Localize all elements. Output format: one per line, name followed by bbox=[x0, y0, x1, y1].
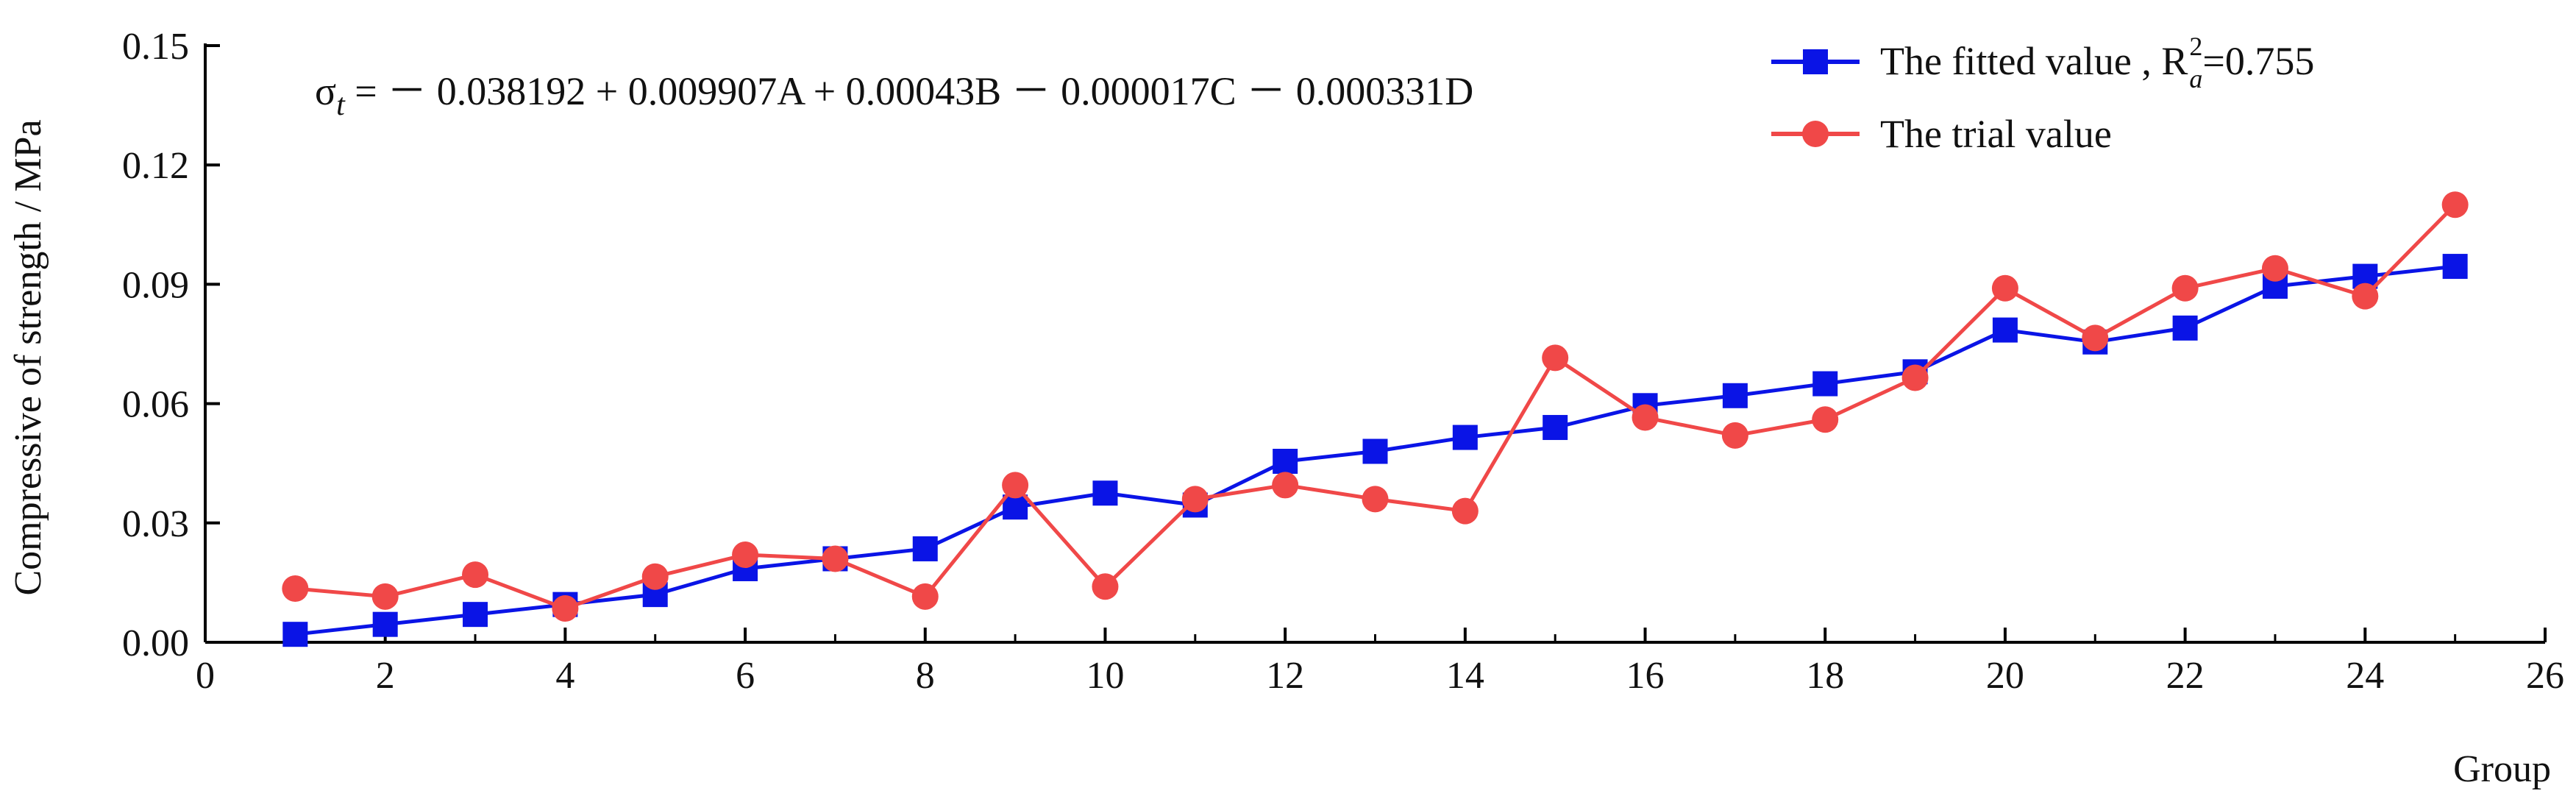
data-point bbox=[463, 602, 488, 628]
data-point bbox=[822, 545, 849, 572]
data-point bbox=[1181, 486, 1209, 513]
x-tick-label: 0 bbox=[196, 655, 215, 697]
data-point bbox=[282, 622, 308, 647]
data-point bbox=[1092, 480, 1118, 506]
series-trial bbox=[282, 191, 2469, 622]
legend: The fitted value , R2 a=0.755 The trial v… bbox=[1771, 32, 2314, 156]
data-point bbox=[2352, 283, 2379, 310]
legend-marker-trial bbox=[1802, 121, 1829, 147]
x-tick-label: 12 bbox=[1266, 655, 1304, 697]
legend-r2-base: R bbox=[2161, 39, 2188, 83]
data-point bbox=[1362, 486, 1389, 513]
data-point bbox=[1722, 383, 1748, 408]
data-point bbox=[1721, 422, 1748, 449]
legend-label-fitted-name: The fitted value , bbox=[1880, 39, 2152, 83]
data-point bbox=[1632, 404, 1659, 431]
legend-item-trial: The trial value bbox=[1771, 112, 2112, 156]
x-tick-label: 10 bbox=[1086, 655, 1124, 697]
y-axis-label: Compressive of strength / MPa bbox=[7, 119, 49, 595]
data-point bbox=[1452, 425, 1478, 450]
data-point bbox=[2171, 274, 2199, 302]
legend-r2-sub: a bbox=[2189, 64, 2202, 93]
x-tick-label: 18 bbox=[1806, 655, 1844, 697]
data-point bbox=[2082, 324, 2109, 352]
data-point bbox=[2172, 315, 2198, 341]
legend-item-fitted: The fitted value , R2 a=0.755 bbox=[1771, 32, 2314, 93]
series-layer bbox=[282, 191, 2469, 647]
x-tick-label: 24 bbox=[2346, 655, 2384, 697]
x-tick-label: 22 bbox=[2166, 655, 2205, 697]
y-tick-label: 0.03 bbox=[122, 503, 189, 545]
y-tick-label: 0.06 bbox=[122, 384, 189, 426]
data-point bbox=[2261, 255, 2288, 282]
data-point bbox=[1272, 472, 1299, 499]
data-point bbox=[282, 575, 309, 603]
x-tick-label: 6 bbox=[736, 655, 755, 697]
x-tick-label: 26 bbox=[2526, 655, 2564, 697]
data-point bbox=[912, 536, 938, 561]
data-point bbox=[552, 595, 579, 622]
x-tick-label: 16 bbox=[1626, 655, 1665, 697]
equation-rhs: = － 0.038192 + 0.009907A + 0.00043B － 0.… bbox=[345, 69, 1473, 113]
data-point bbox=[372, 611, 398, 637]
data-point bbox=[371, 583, 399, 610]
series-line bbox=[295, 203, 2457, 611]
y-tick-label: 0.15 bbox=[122, 26, 189, 68]
y-tick-label: 0.00 bbox=[122, 622, 189, 664]
data-point bbox=[2442, 254, 2468, 280]
data-point bbox=[1092, 573, 1119, 600]
data-point bbox=[1362, 438, 1388, 464]
x-tick-label: 2 bbox=[376, 655, 395, 697]
equation: σt = － 0.038192 + 0.009907A + 0.00043B －… bbox=[315, 69, 1473, 122]
equation-symbol: σ bbox=[315, 69, 336, 113]
data-point bbox=[1992, 317, 2018, 343]
data-point bbox=[911, 583, 939, 610]
legend-r2-sup: 2 bbox=[2189, 32, 2202, 61]
data-point bbox=[462, 561, 489, 589]
data-point bbox=[641, 563, 669, 590]
data-point bbox=[1542, 344, 1569, 372]
x-tick-label: 20 bbox=[1986, 655, 2024, 697]
legend-label-fitted: The fitted value , R2 a=0.755 bbox=[1880, 32, 2314, 93]
y-tick-label: 0.12 bbox=[122, 145, 189, 187]
x-tick-label: 14 bbox=[1446, 655, 1484, 697]
legend-r2-value: =0.755 bbox=[2202, 39, 2314, 83]
data-point bbox=[1991, 274, 2018, 302]
x-axis-label: Group bbox=[2453, 748, 2551, 790]
ticks: 0.000.030.060.090.120.150 2 4 6 8 10 12 14 16 18 2… bbox=[122, 26, 2564, 697]
legend-marker-fitted bbox=[1803, 49, 1828, 74]
data-point bbox=[1003, 494, 1028, 520]
data-point bbox=[1273, 448, 1298, 474]
data-point bbox=[1901, 364, 1929, 391]
data-point bbox=[732, 541, 759, 569]
y-tick-label: 0.09 bbox=[122, 264, 189, 306]
data-point bbox=[2441, 191, 2469, 219]
data-point bbox=[1002, 472, 1029, 499]
legend-label-trial: The trial value bbox=[1880, 112, 2112, 156]
data-point bbox=[1543, 415, 1568, 441]
data-point bbox=[1812, 406, 1839, 433]
x-tick-label: 4 bbox=[555, 655, 574, 697]
equation-subscript: t bbox=[336, 88, 346, 122]
data-point bbox=[1812, 371, 1838, 397]
x-tick-label: 8 bbox=[916, 655, 935, 697]
data-point bbox=[1451, 497, 1479, 525]
axes bbox=[204, 43, 2545, 644]
